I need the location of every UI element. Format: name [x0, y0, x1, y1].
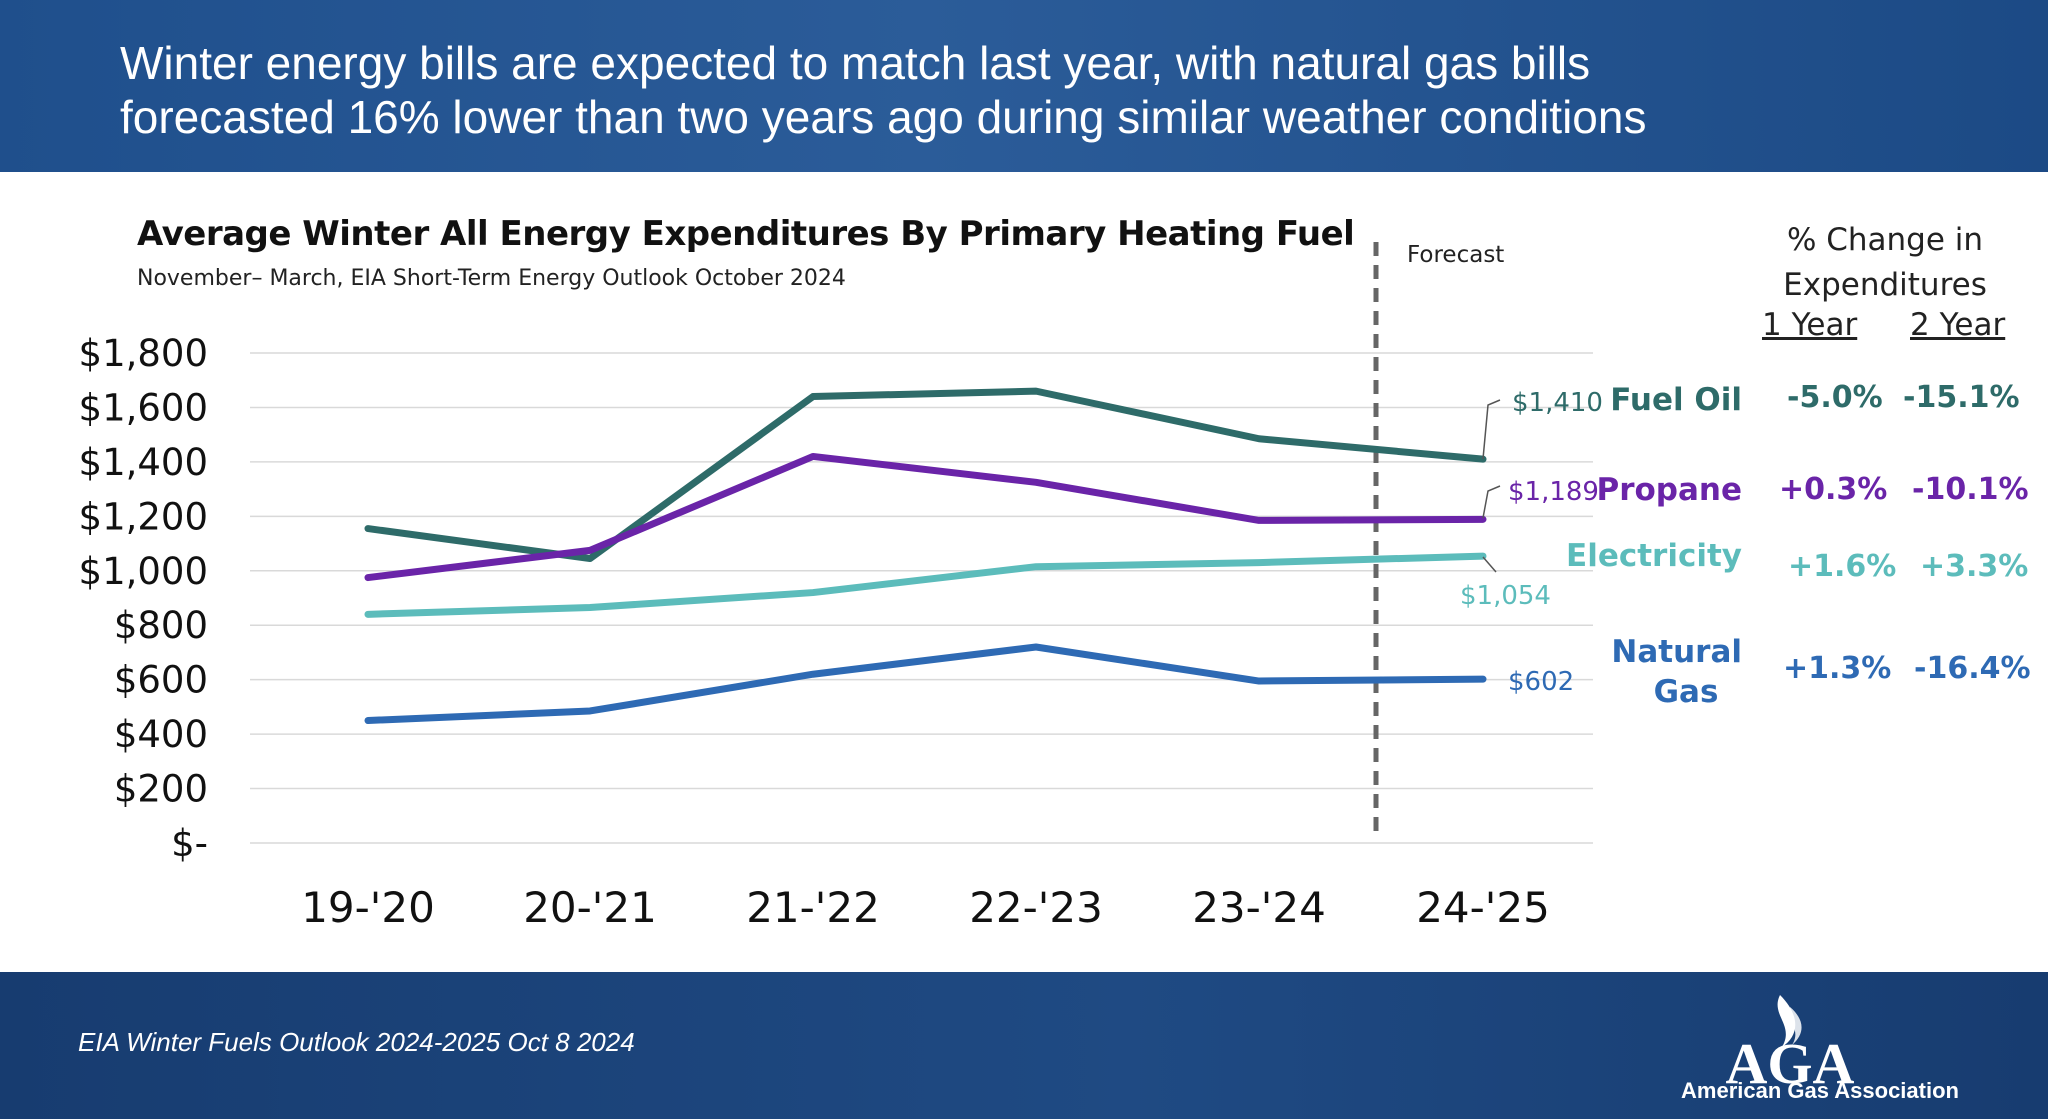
data-label-natural-gas: $602 — [1508, 667, 1574, 697]
pct-2yr-fuel-oil: -15.1% — [1903, 380, 2020, 415]
series-line-electricity — [364, 552, 1487, 618]
pct-1yr-propane: +0.3% — [1779, 472, 1888, 507]
x-tick-label: 21-'22 — [746, 883, 880, 932]
pct-2yr-propane: -10.1% — [1912, 472, 2029, 507]
column-header-2-year: 2 Year — [1910, 307, 2006, 343]
pct-1yr-fuel-oil: -5.0% — [1787, 380, 1883, 415]
x-tick-label: 23-'24 — [1192, 883, 1326, 932]
aga-flame-logo-icon: AGA — [1726, 995, 1855, 1096]
x-tick-label: 24-'25 — [1416, 883, 1550, 932]
pct-2yr-natural-gas: -16.4% — [1914, 651, 2031, 686]
x-tick-label: 20-'21 — [523, 883, 657, 932]
logo-text: American Gas Association — [1681, 1078, 1959, 1103]
chart-title: Average Winter All Energy Expenditures B… — [137, 214, 1355, 254]
forecast-label: Forecast — [1407, 242, 1505, 268]
fuel-name-natural-gas: Natural Gas — [1560, 632, 1742, 712]
change-heading-line-2: Expenditures — [1783, 267, 1987, 303]
leader-line-propane — [1482, 485, 1501, 519]
column-header-1-year: 1 Year — [1762, 307, 1858, 343]
series-line-natural-gas — [364, 643, 1487, 724]
fuel-name-natural-gas-line-2: Gas — [1653, 674, 1719, 710]
pct-2yr-electricity: +3.3% — [1920, 549, 2029, 584]
y-tick-label: $800 — [114, 604, 208, 647]
fuel-name-propane: Propane — [1596, 472, 1742, 508]
y-tick-label: $1,600 — [79, 386, 208, 429]
change-table-heading: % Change in Expenditures — [1740, 218, 2030, 308]
headline-line-2: forecasted 16% lower than two years ago … — [120, 91, 1647, 143]
chart-subtitle: November– March, EIA Short-Term Energy O… — [137, 266, 846, 291]
data-label-propane: $1,189 — [1508, 477, 1599, 507]
chart-panel — [0, 172, 2048, 972]
change-heading-line-1: % Change in — [1786, 222, 1984, 258]
y-tick-label: $- — [171, 822, 208, 865]
x-tick-label: 19-'20 — [301, 883, 435, 932]
footer-banner — [0, 972, 2048, 1119]
y-tick-label: $1,200 — [79, 495, 208, 538]
y-tick-label: $600 — [114, 659, 208, 702]
y-tick-label: $1,800 — [79, 332, 208, 375]
data-label-electricity: $1,054 — [1460, 581, 1551, 611]
fuel-name-natural-gas-line-1: Natural — [1611, 634, 1742, 670]
y-tick-label: $400 — [114, 713, 208, 756]
data-label-fuel-oil: $1,410 — [1512, 388, 1603, 418]
y-tick-label: $200 — [114, 768, 208, 811]
x-tick-label: 22-'23 — [969, 883, 1103, 932]
headline-line-1: Winter energy bills are expected to matc… — [120, 37, 1591, 89]
leader-line-fuel-oil — [1482, 399, 1501, 460]
headline: Winter energy bills are expected to matc… — [120, 36, 2000, 144]
y-tick-label: $1,000 — [79, 550, 208, 593]
series-line-fuel-oil — [364, 387, 1487, 563]
y-tick-label: $1,400 — [79, 441, 208, 484]
series-line-propane — [364, 452, 1487, 582]
header-banner — [0, 0, 2048, 172]
pct-1yr-electricity: +1.6% — [1788, 549, 1897, 584]
fuel-name-electricity: Electricity — [1566, 538, 1742, 574]
fuel-name-fuel-oil: Fuel Oil — [1610, 382, 1742, 418]
source-note: EIA Winter Fuels Outlook 2024-2025 Oct 8… — [78, 1027, 635, 1057]
pct-1yr-natural-gas: +1.3% — [1783, 651, 1892, 686]
logo-letters: AGA — [1726, 1031, 1855, 1096]
leader-line-electricity — [1482, 556, 1497, 573]
